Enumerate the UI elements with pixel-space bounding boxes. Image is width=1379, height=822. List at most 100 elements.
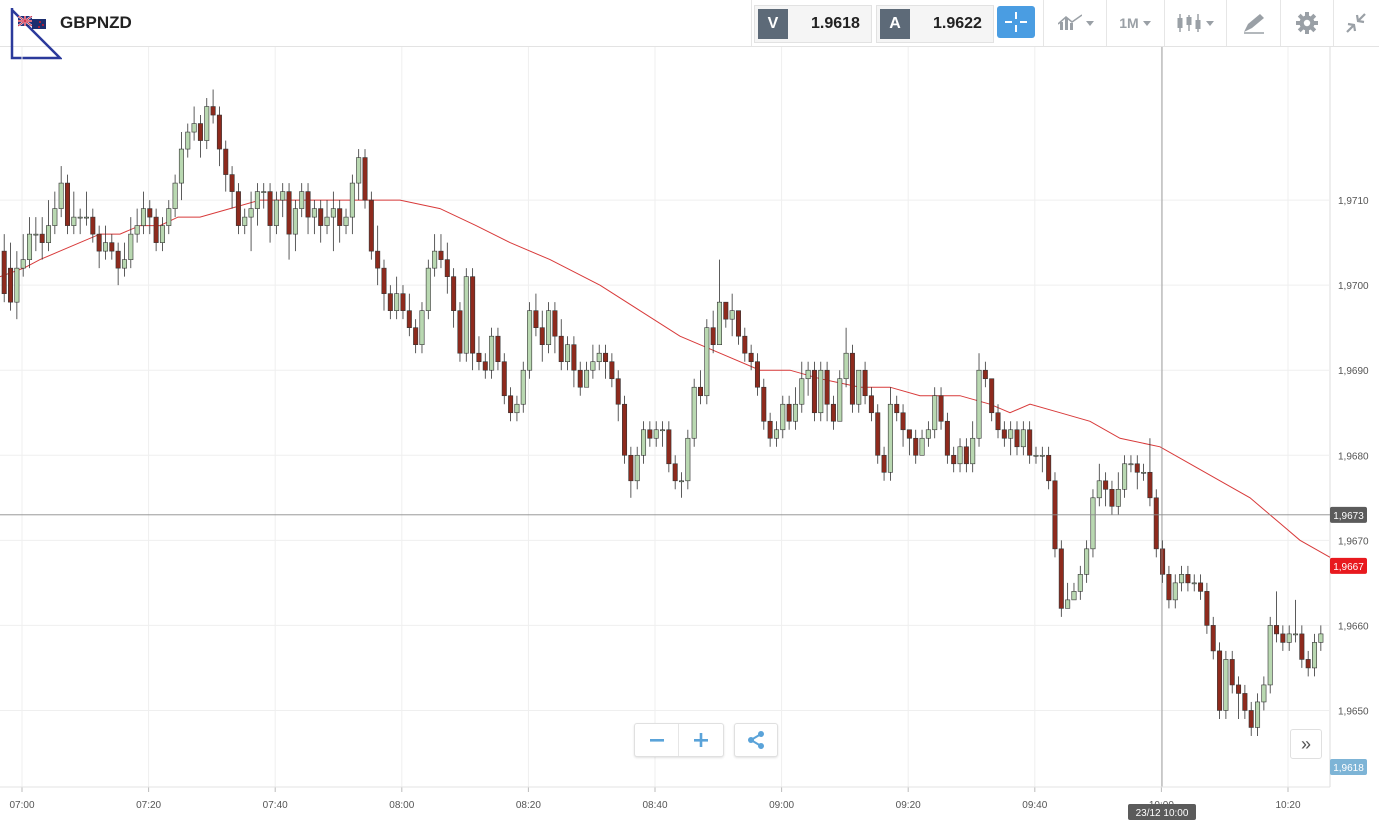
candle-body [849, 352, 855, 405]
candle-body [577, 369, 583, 388]
candle-body [261, 191, 267, 193]
candle-body [172, 182, 178, 209]
candle-body [1185, 574, 1191, 584]
price-chart[interactable]: 1,9650 1,9660 1,9670 1,9680 1,9690 1,9700 1,97… [0, 47, 1379, 822]
settings-button[interactable] [1282, 0, 1332, 46]
candle-body [343, 216, 349, 226]
candle-body [1077, 574, 1083, 592]
candle [210, 89, 216, 124]
candle [140, 191, 146, 235]
candle [1210, 616, 1216, 660]
candle-type-button[interactable] [1166, 0, 1224, 46]
candle [425, 259, 431, 320]
symbol-label: GBPNZD [60, 13, 132, 32]
candle [1160, 540, 1166, 583]
candle [147, 200, 153, 235]
candle-body [685, 437, 691, 482]
candle-body [1293, 633, 1299, 636]
zoom-out-button[interactable] [635, 724, 679, 756]
candle [20, 234, 26, 277]
sell-price-box[interactable]: V 1.9618 [754, 5, 872, 43]
candle-body [615, 378, 621, 405]
candle-body [210, 106, 216, 116]
crosshair-button[interactable] [997, 6, 1035, 38]
candle-body [989, 378, 995, 414]
candle [963, 438, 969, 473]
candle [1204, 582, 1210, 634]
candle [957, 438, 963, 473]
candle-body [514, 403, 520, 414]
x-tick-label: 07:20 [136, 800, 161, 811]
candle-type-icon [1177, 14, 1201, 32]
ma-value-badge: 1,9667 [1330, 557, 1367, 574]
candle [83, 191, 89, 226]
x-tick-label: 07:40 [263, 800, 288, 811]
candle [1255, 693, 1261, 736]
candle-body [1096, 480, 1102, 499]
candle [1198, 574, 1204, 600]
candle [343, 208, 349, 235]
candle [223, 140, 229, 192]
candle-body [729, 310, 735, 320]
candle-body [805, 369, 811, 380]
candle [894, 395, 900, 422]
candle [128, 217, 134, 269]
drawing-tools-button[interactable] [1228, 0, 1280, 46]
candle [432, 234, 438, 277]
candle-body [1008, 429, 1014, 439]
candle [1286, 625, 1292, 651]
candle-body [501, 361, 507, 397]
candle-body [318, 208, 324, 226]
indicators-icon [1058, 14, 1082, 30]
candle-body [387, 293, 393, 311]
candle-body [571, 344, 577, 371]
candle [1027, 421, 1033, 464]
candle-body [1084, 548, 1090, 575]
candle [185, 123, 191, 158]
moving-average-line [0, 199, 1331, 558]
candle-body [33, 233, 39, 236]
candle-body [603, 352, 609, 363]
scroll-to-end-button[interactable]: » [1290, 729, 1322, 759]
candle-body [830, 403, 836, 422]
candle [799, 361, 805, 413]
candle [1039, 446, 1045, 473]
buy-price-box[interactable]: A 1.9622 [876, 5, 994, 43]
indicators-button[interactable] [1048, 0, 1104, 46]
candle [824, 361, 830, 422]
candle-body [1065, 599, 1071, 609]
candle-body [1191, 582, 1197, 585]
candle [742, 327, 748, 362]
candle-body [1242, 693, 1248, 711]
candle-body [951, 454, 957, 465]
x-tick-label: 09:00 [769, 800, 794, 811]
candle-body [267, 191, 273, 226]
candle-body [349, 182, 355, 218]
share-button[interactable] [734, 723, 778, 757]
candle [887, 387, 893, 481]
candle [596, 344, 602, 371]
candle [387, 285, 393, 320]
candle-body [197, 123, 203, 141]
crosshair-time-badge-label: 23/12 10:00 [1136, 808, 1189, 819]
candle [729, 293, 735, 337]
candle [178, 132, 184, 201]
candle-body [39, 233, 45, 243]
candle [514, 395, 520, 422]
collapse-button[interactable] [1335, 0, 1377, 46]
candle-body [1286, 633, 1292, 643]
candle-body [77, 216, 83, 219]
crosshair-price-badge: 1,9673 [1330, 506, 1367, 523]
candle-body [1014, 429, 1020, 448]
candle [254, 183, 260, 226]
gbp-nzd-flag-icon [18, 16, 46, 29]
candle-body [1, 250, 7, 294]
candle-body [508, 395, 514, 414]
candle-body [1179, 574, 1185, 584]
timeframe-dropdown[interactable]: 1M [1108, 0, 1162, 46]
candle [46, 200, 52, 252]
candle [311, 200, 317, 235]
candle [90, 208, 96, 243]
candle [109, 234, 115, 260]
zoom-in-button[interactable] [679, 724, 722, 756]
